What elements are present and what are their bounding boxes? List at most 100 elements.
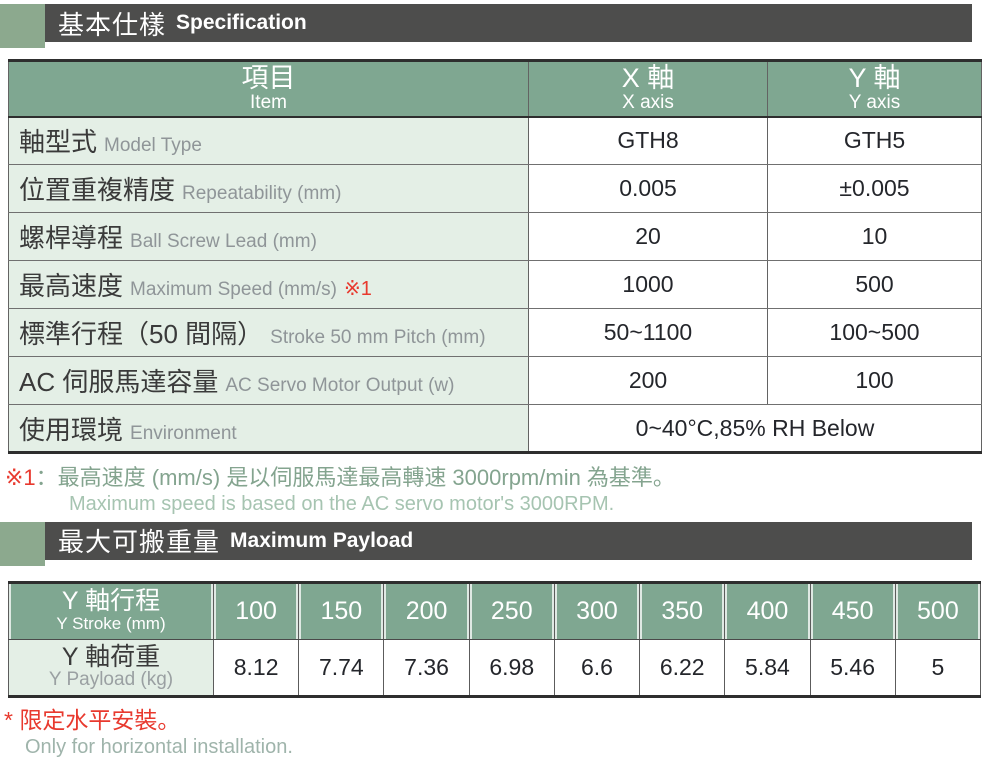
spec-row-stroke: 標準行程（50 間隔） Stroke 50 mm Pitch (mm) 50~11…: [8, 308, 982, 357]
spec-row-maximum-speed: 最高速度 Maximum Speed (mm/s) ※1 1000 500: [8, 260, 982, 309]
item-header-zh: 項目: [241, 63, 296, 94]
spec-row-environment: 使用環境 Environment 0~40°C,85% RH Below: [8, 404, 982, 454]
footnote-max-speed: ※1：最高速度 (mm/s) 是以伺服馬達最高轉速 3000rpm/min 為基…: [5, 464, 989, 516]
stroke-value-header: 300: [553, 580, 641, 640]
row-label-en: Ball Screw Lead (mm): [130, 231, 317, 252]
footnote-max-speed-zh: ※1：最高速度 (mm/s) 是以伺服馬達最高轉速 3000rpm/min 為基…: [5, 464, 989, 492]
y-value: 100~500: [767, 308, 982, 357]
y-stroke-header-en: Y Stroke (mm): [56, 613, 166, 633]
specification-table: 項目 Item X 軸 X axis Y 軸 Y axis 軸型式 Model T…: [8, 59, 982, 454]
payload-title-bar: 最大可搬重量 Maximum Payload: [45, 521, 972, 560]
spec-row-servo-motor-output: AC 伺服馬達容量 AC Servo Motor Output (w) 200 1…: [8, 356, 982, 405]
footnote-horizontal-installation: * 限定水平安裝。 Only for horizontal installati…: [4, 706, 989, 760]
footnote-marker: ※1: [5, 465, 36, 490]
row-label-en: Environment: [130, 422, 237, 444]
spec-header-row: 項目 Item X 軸 X axis Y 軸 Y axis: [8, 59, 982, 118]
row-label: 螺桿導程 Ball Screw Lead (mm): [8, 212, 529, 261]
accent-square: [0, 4, 45, 48]
x-value: 0.005: [528, 164, 768, 213]
x-value: 1000: [528, 260, 768, 309]
row-label: AC 伺服馬達容量 AC Servo Motor Output (w): [8, 356, 529, 405]
specification-title-en: Specification: [176, 11, 307, 34]
y-payload-row-header: Y 軸荷重 Y Payload (kg): [8, 639, 214, 698]
item-header-en: Item: [250, 91, 287, 113]
y-value: 500: [767, 260, 982, 309]
x-value: 20: [528, 212, 768, 261]
payload-value: 6.22: [639, 639, 726, 698]
payload-value: 6.98: [468, 639, 555, 698]
payload-value: 5.84: [724, 639, 811, 698]
x-value: 50~1100: [528, 308, 768, 357]
y-value: 10: [767, 212, 982, 261]
stroke-value-header: 400: [724, 580, 811, 640]
col-header-item: 項目 Item: [8, 59, 529, 118]
y-axis-header-zh: Y 軸: [848, 63, 901, 94]
stroke-value-header: 200: [383, 580, 470, 640]
stroke-value-header: 150: [298, 580, 385, 640]
x-axis-header-zh: X 軸: [621, 63, 675, 94]
footnote2-zh-text: 限定水平安裝。: [19, 706, 181, 733]
environment-value: 0~40°C,85% RH Below: [528, 404, 982, 454]
row-label-zh: 螺桿導程: [19, 223, 124, 253]
y-value: GTH5: [767, 116, 982, 165]
section-header-maximum-payload: 最大可搬重量 Maximum Payload: [0, 521, 989, 566]
row-label-en: Maximum Speed (mm/s): [130, 279, 337, 300]
y-value: ±0.005: [767, 164, 982, 213]
footnote2-en: Only for horizontal installation.: [25, 736, 293, 759]
row-label: 使用環境 Environment: [8, 404, 529, 454]
spec-row-ball-screw-lead: 螺桿導程 Ball Screw Lead (mm) 20 10: [8, 212, 982, 261]
row-label-en: Repeatability (mm): [182, 183, 342, 204]
payload-title-zh: 最大可搬重量: [58, 527, 221, 557]
payload-table: Y 軸行程 Y Stroke (mm) 100 150 200 250 300 …: [8, 580, 982, 698]
section-header-specification: 基本仕樣 Specification: [0, 4, 989, 48]
row-label: 最高速度 Maximum Speed (mm/s) ※1: [8, 260, 529, 309]
asterisk-marker: *: [4, 706, 13, 733]
col-header-y-axis: Y 軸 Y axis: [767, 59, 982, 118]
row-label-zh: 最高速度: [19, 271, 124, 301]
payload-value: 7.36: [383, 639, 470, 698]
payload-value: 8.12: [212, 639, 300, 698]
row-label: 軸型式 Model Type: [8, 116, 529, 165]
row-label-zh: 使用環境: [19, 414, 124, 445]
y-payload-header-en: Y Payload (kg): [48, 669, 174, 691]
specification-title-zh: 基本仕樣: [58, 9, 167, 40]
x-value: 200: [528, 356, 768, 405]
row-label: 標準行程（50 間隔） Stroke 50 mm Pitch (mm): [8, 308, 529, 357]
row-label-en: Stroke 50 mm Pitch (mm): [270, 327, 486, 348]
spec-row-repeatability: 位置重複精度 Repeatability (mm) 0.005 ±0.005: [8, 164, 982, 213]
row-label-zh: 位置重複精度: [19, 175, 176, 205]
row-label: 位置重複精度 Repeatability (mm): [8, 164, 529, 213]
spec-row-model-type: 軸型式 Model Type GTH8 GTH5: [8, 116, 982, 165]
payload-value: 6.6: [553, 639, 641, 698]
x-value: GTH8: [528, 116, 768, 165]
stroke-value-header: 450: [809, 580, 896, 640]
y-stroke-header-zh: Y 軸行程: [61, 587, 161, 616]
red-note-marker: ※1: [343, 278, 372, 300]
y-axis-header-en: Y axis: [848, 91, 901, 113]
payload-header-row: Y 軸行程 Y Stroke (mm) 100 150 200 250 300 …: [8, 580, 982, 640]
specification-title-bar: 基本仕樣 Specification: [45, 4, 972, 42]
x-axis-header-en: X axis: [622, 91, 674, 113]
accent-square: [0, 521, 45, 566]
y-payload-header-zh: Y 軸荷重: [61, 642, 161, 671]
row-label-zh: AC 伺服馬達容量: [19, 367, 219, 397]
payload-value: 5: [894, 639, 982, 698]
stroke-value-header: 500: [894, 580, 982, 640]
col-header-x-axis: X 軸 X axis: [528, 59, 768, 118]
row-label-zh: 標準行程（50 間隔）: [19, 319, 264, 349]
stroke-value-header: 350: [639, 580, 726, 640]
payload-value-row: Y 軸荷重 Y Payload (kg) 8.12 7.74 7.36 6.98…: [8, 639, 982, 698]
y-stroke-header: Y 軸行程 Y Stroke (mm): [8, 580, 214, 640]
row-label-en: AC Servo Motor Output (w): [225, 375, 455, 396]
y-value: 100: [767, 356, 982, 405]
payload-value: 7.74: [298, 639, 385, 698]
footnote2-zh: * 限定水平安裝。: [4, 706, 989, 736]
payload-value: 5.46: [809, 639, 896, 698]
payload-title-en: Maximum Payload: [230, 528, 414, 552]
footnote-max-speed-en: Maximum speed is based on the AC servo m…: [69, 492, 615, 515]
stroke-value-header: 250: [468, 580, 555, 640]
row-label-zh: 軸型式: [19, 127, 98, 158]
row-label-en: Model Type: [104, 135, 202, 157]
stroke-value-header: 100: [212, 580, 300, 640]
footnote-zh-text: ：最高速度 (mm/s) 是以伺服馬達最高轉速 3000rpm/min 為基準。: [35, 465, 675, 490]
